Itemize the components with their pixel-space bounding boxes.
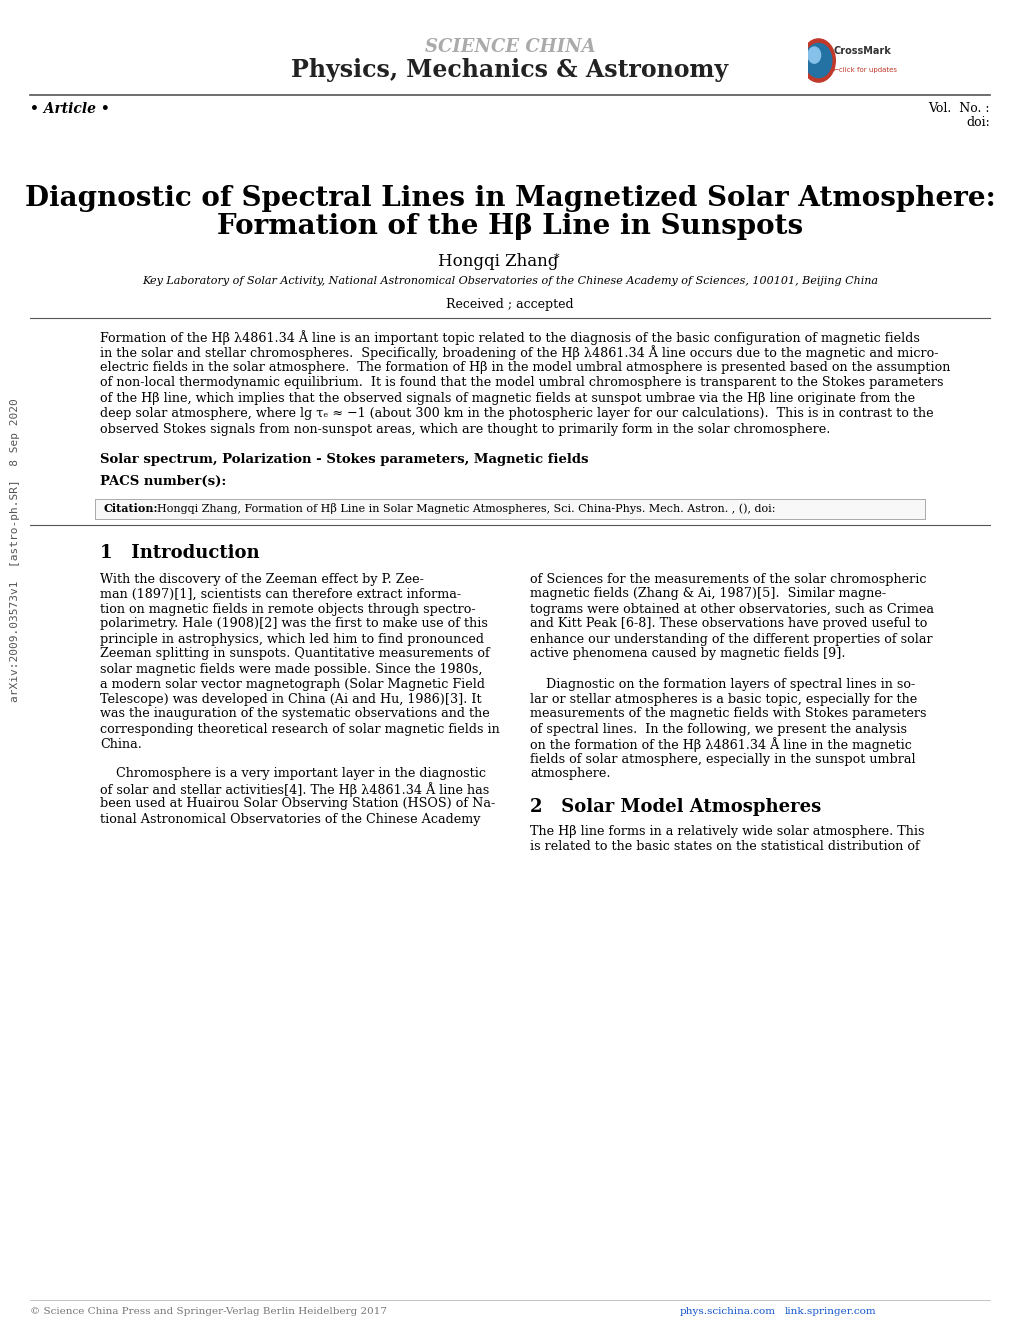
Text: China.: China. [100,738,142,751]
Text: fields of solar atmosphere, especially in the sunspot umbral: fields of solar atmosphere, especially i… [530,752,915,766]
Text: tion on magnetic fields in remote objects through spectro-: tion on magnetic fields in remote object… [100,602,475,615]
Text: Zeeman splitting in sunspots. Quantitative measurements of: Zeeman splitting in sunspots. Quantitati… [100,648,489,660]
Text: SCIENCE CHINA: SCIENCE CHINA [424,38,595,55]
Text: Diagnostic of Spectral Lines in Magnetized Solar Atmosphere:: Diagnostic of Spectral Lines in Magnetiz… [24,185,995,213]
Text: © Science China Press and Springer-Verlag Berlin Heidelberg 2017: © Science China Press and Springer-Verla… [30,1307,386,1316]
Text: of Sciences for the measurements of the solar chromospheric: of Sciences for the measurements of the … [530,573,925,586]
Text: active phenomena caused by magnetic fields [9].: active phenomena caused by magnetic fiel… [530,648,845,660]
Text: been used at Huairou Solar Observing Station (HSOS) of Na-: been used at Huairou Solar Observing Sta… [100,797,495,810]
Text: Vol.  No. :: Vol. No. : [927,102,989,115]
Text: electric fields in the solar atmosphere.  The formation of Hβ in the model umbra: electric fields in the solar atmosphere.… [100,360,950,374]
Text: solar magnetic fields were made possible. Since the 1980s,: solar magnetic fields were made possible… [100,663,482,676]
Text: principle in astrophysics, which led him to find pronounced: principle in astrophysics, which led him… [100,632,484,645]
Text: measurements of the magnetic fields with Stokes parameters: measurements of the magnetic fields with… [530,708,925,721]
Text: Citation:: Citation: [103,503,158,513]
Text: arXiv:2009.03573v1  [astro-ph.SR]  8 Sep 2020: arXiv:2009.03573v1 [astro-ph.SR] 8 Sep 2… [10,399,20,702]
Text: lar or stellar atmospheres is a basic topic, especially for the: lar or stellar atmospheres is a basic to… [530,693,916,705]
Text: Hongqi Zhang, Formation of Hβ Line in Solar Magnetic Atmospheres, Sci. China-Phy: Hongqi Zhang, Formation of Hβ Line in So… [157,503,775,513]
Text: polarimetry. Hale (1908)[2] was the first to make use of this: polarimetry. Hale (1908)[2] was the firs… [100,618,487,631]
Text: in the solar and stellar chromospheres.  Specifically, broadening of the Hβ λ486: in the solar and stellar chromospheres. … [100,346,937,360]
Text: tograms were obtained at other observatories, such as Crimea: tograms were obtained at other observato… [530,602,933,615]
Text: 1   Introduction: 1 Introduction [100,544,260,562]
Text: magnetic fields (Zhang & Ai, 1987)[5].  Similar magne-: magnetic fields (Zhang & Ai, 1987)[5]. S… [530,587,886,601]
Text: phys.scichina.com: phys.scichina.com [680,1307,775,1316]
Text: and Kitt Peak [6-8]. These observations have proved useful to: and Kitt Peak [6-8]. These observations … [530,618,926,631]
Text: enhance our understanding of the different properties of solar: enhance our understanding of the differe… [530,632,931,645]
Text: atmosphere.: atmosphere. [530,767,610,780]
Text: is related to the basic states on the statistical distribution of: is related to the basic states on the st… [530,841,919,854]
Text: Received ; accepted: Received ; accepted [445,298,574,312]
Text: *: * [553,253,559,263]
Text: Telescope) was developed in China (Ai and Hu, 1986)[3]. It: Telescope) was developed in China (Ai an… [100,693,481,705]
Text: Physics, Mechanics & Astronomy: Physics, Mechanics & Astronomy [291,58,728,82]
Text: of solar and stellar activities[4]. The Hβ λ4861.34 Å line has: of solar and stellar activities[4]. The … [100,783,489,797]
Text: doi:: doi: [965,116,989,129]
Text: observed Stokes signals from non-sunspot areas, which are thought to primarily f: observed Stokes signals from non-sunspot… [100,422,829,436]
Text: Hongqi Zhang: Hongqi Zhang [437,253,557,271]
Text: CrossMark: CrossMark [833,46,891,55]
Text: was the inauguration of the systematic observations and the: was the inauguration of the systematic o… [100,708,489,721]
Text: deep solar atmosphere, where lg τₑ ≈ −1 (about 300 km in the photospheric layer : deep solar atmosphere, where lg τₑ ≈ −1 … [100,408,932,421]
Text: link.springer.com: link.springer.com [785,1307,875,1316]
Text: tional Astronomical Observatories of the Chinese Academy: tional Astronomical Observatories of the… [100,813,480,825]
Text: ←click for updates: ←click for updates [833,67,897,74]
Text: Diagnostic on the formation layers of spectral lines in so-: Diagnostic on the formation layers of sp… [530,677,914,690]
Text: With the discovery of the Zeeman effect by P. Zee-: With the discovery of the Zeeman effect … [100,573,424,586]
Text: man (1897)[1], scientists can therefore extract informa-: man (1897)[1], scientists can therefore … [100,587,461,601]
Text: PACS number(s):: PACS number(s): [100,474,226,487]
Text: Solar spectrum, Polarization - Stokes parameters, Magnetic fields: Solar spectrum, Polarization - Stokes pa… [100,453,588,466]
Circle shape [804,44,830,78]
Text: on the formation of the Hβ λ4861.34 Å line in the magnetic: on the formation of the Hβ λ4861.34 Å li… [530,738,911,752]
Circle shape [801,38,835,82]
Text: 2   Solar Model Atmospheres: 2 Solar Model Atmospheres [530,797,820,816]
Text: corresponding theoretical research of solar magnetic fields in: corresponding theoretical research of so… [100,722,499,735]
Circle shape [807,48,820,63]
Text: of non-local thermodynamic equilibrium.  It is found that the model umbral chrom: of non-local thermodynamic equilibrium. … [100,376,943,389]
Text: a modern solar vector magnetograph (Solar Magnetic Field: a modern solar vector magnetograph (Sola… [100,677,484,690]
Text: • Article •: • Article • [30,102,110,116]
Text: The Hβ line forms in a relatively wide solar atmosphere. This: The Hβ line forms in a relatively wide s… [530,825,923,838]
Text: Formation of the Hβ Line in Sunspots: Formation of the Hβ Line in Sunspots [217,213,802,240]
Text: of the Hβ line, which implies that the observed signals of magnetic fields at su: of the Hβ line, which implies that the o… [100,392,914,405]
Text: Formation of the Hβ λ4861.34 Å line is an important topic related to the diagnos: Formation of the Hβ λ4861.34 Å line is a… [100,330,919,345]
Text: Chromosphere is a very important layer in the diagnostic: Chromosphere is a very important layer i… [100,767,485,780]
Text: of spectral lines.  In the following, we present the analysis: of spectral lines. In the following, we … [530,722,906,735]
Text: Key Laboratory of Solar Activity, National Astronomical Observatories of the Chi: Key Laboratory of Solar Activity, Nation… [142,276,877,286]
